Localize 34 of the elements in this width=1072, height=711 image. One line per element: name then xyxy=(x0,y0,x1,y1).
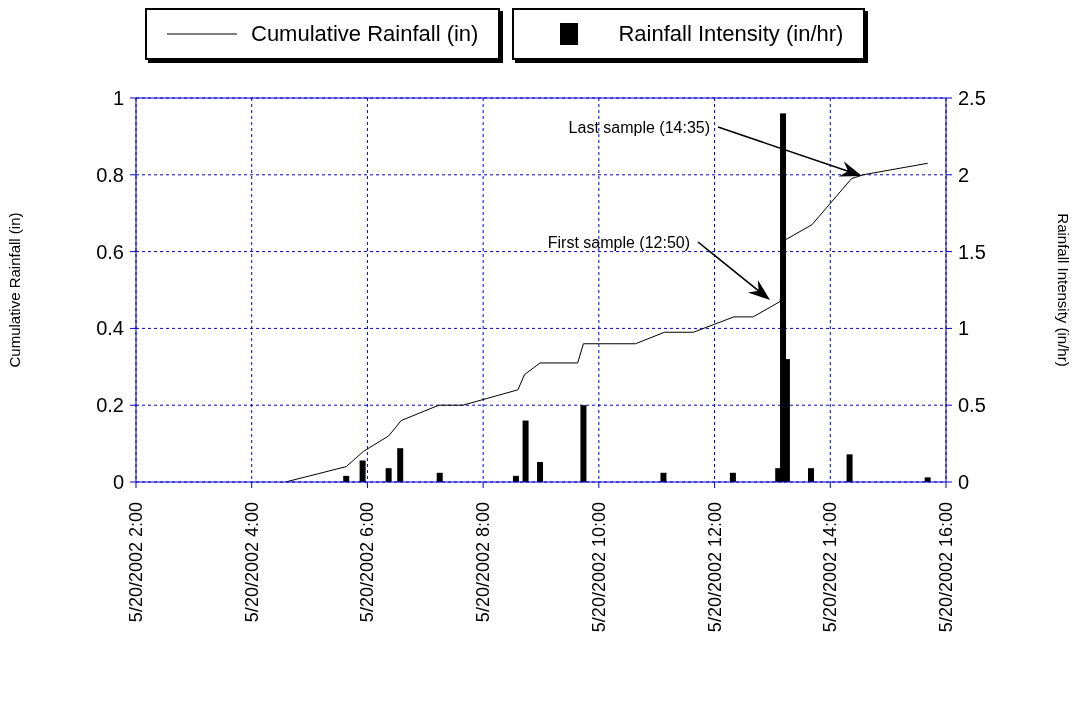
y2-axis-title: Rainfall Intensity (in/hr) xyxy=(1055,213,1072,367)
legend-label: Rainfall Intensity (in/hr) xyxy=(618,21,844,47)
bar xyxy=(359,460,366,482)
y-tick-label: 0.4 xyxy=(96,317,124,340)
x-tick-label: 5/20/2002 8:00 xyxy=(473,502,494,623)
y2-tick-label: 2 xyxy=(958,163,970,186)
y-tick-label: 0 xyxy=(112,471,124,493)
y-axis-title: Cumulative Rainfall (in) xyxy=(6,212,23,368)
x-tick-label: 5/20/2002 4:00 xyxy=(241,502,262,623)
y-tick-label: 1 xyxy=(112,87,124,109)
y-tick-label: 0.6 xyxy=(96,240,124,263)
x-tick-label: 5/20/2002 12:00 xyxy=(704,502,725,633)
bar xyxy=(397,448,404,482)
bar xyxy=(846,454,853,482)
bar xyxy=(537,462,544,482)
annotation: Last sample (14:35) xyxy=(568,119,710,136)
bar xyxy=(580,405,587,482)
y2-tick-label: 1.5 xyxy=(958,240,986,263)
bar xyxy=(385,468,392,482)
x-tick-label: 5/20/2002 2:00 xyxy=(126,502,146,623)
bar xyxy=(522,420,529,482)
y2-tick-label: 0.5 xyxy=(958,394,986,417)
y-tick-label: 0.2 xyxy=(96,394,124,417)
y-tick-label: 0.8 xyxy=(96,163,124,186)
x-tick-label: 5/20/2002 16:00 xyxy=(936,502,956,633)
y2-tick-label: 0 xyxy=(958,471,970,493)
x-tick-label: 5/20/2002 6:00 xyxy=(357,502,378,623)
x-tick-label: 5/20/2002 14:00 xyxy=(820,502,841,633)
y2-tick-label: 1 xyxy=(958,317,970,340)
bar xyxy=(808,468,814,482)
legend-label: Cumulative Rainfall (in) xyxy=(251,21,479,47)
x-tick-label: 5/20/2002 10:00 xyxy=(588,502,609,633)
y2-tick-label: 2.5 xyxy=(958,87,986,109)
annotation: First sample (12:50) xyxy=(547,234,690,251)
